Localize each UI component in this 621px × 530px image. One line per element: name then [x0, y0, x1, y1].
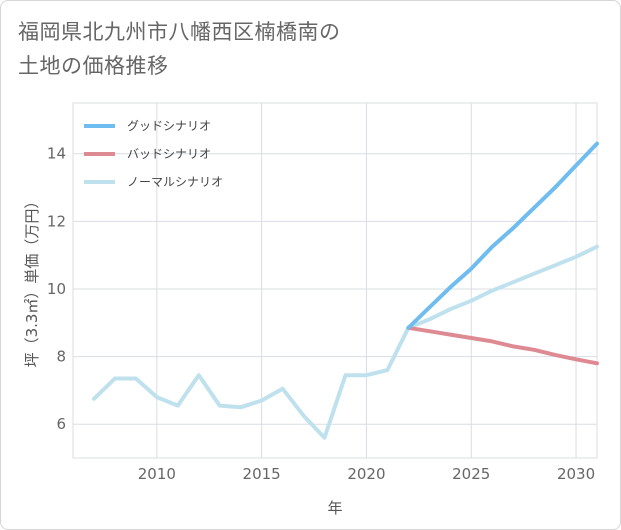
y-tick-label-6: 6 — [56, 415, 66, 433]
y-tick-label-8: 8 — [56, 348, 66, 366]
series-line-2 — [92, 244, 599, 440]
y-axis-title: 坪（3.3㎡）単価（万円） — [23, 194, 41, 368]
y-tick-label-14: 14 — [47, 145, 66, 163]
x-tick-label-2020: 2020 — [347, 465, 385, 483]
x-tick-label-2015: 2015 — [243, 465, 281, 483]
y-tick-label-12: 12 — [47, 212, 66, 230]
plot-frame — [72, 102, 598, 459]
x-tick-label-2025: 2025 — [452, 465, 490, 483]
legend-label-1: バッドシナリオ — [127, 147, 211, 161]
legend-label-0: グッドシナリオ — [127, 119, 211, 133]
x-tick-label-2030: 2030 — [557, 465, 595, 483]
chart-title: 福岡県北九州市八幡西区楠橋南の 土地の価格推移 — [18, 15, 341, 83]
chart-title-line-1: 福岡県北九州市八幡西区楠橋南の — [18, 20, 341, 44]
series-line-0 — [406, 141, 599, 330]
legend-label-2: ノーマルシナリオ — [127, 175, 223, 189]
series-line-1 — [406, 325, 599, 366]
y-tick-label-10: 10 — [47, 280, 66, 298]
x-axis-title: 年 — [327, 499, 342, 517]
chart-title-line-2: 土地の価格推移 — [18, 54, 169, 78]
x-tick-label-2010: 2010 — [138, 465, 176, 483]
